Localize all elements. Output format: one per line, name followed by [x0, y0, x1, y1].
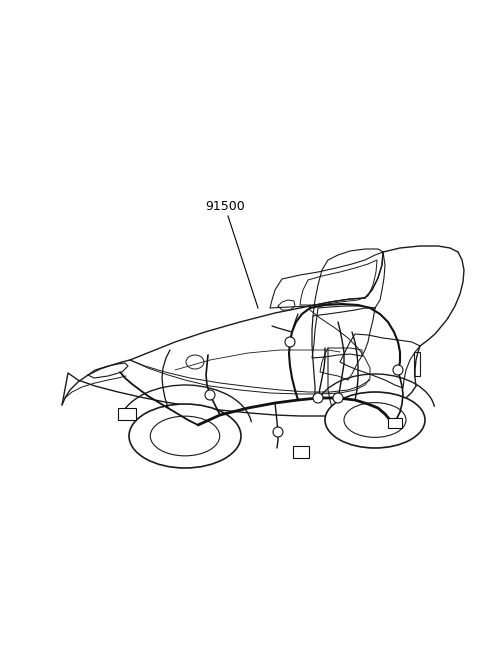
Ellipse shape: [150, 416, 220, 456]
Circle shape: [313, 393, 323, 403]
Bar: [414, 352, 420, 376]
Bar: [388, 418, 402, 428]
Ellipse shape: [325, 392, 425, 448]
Bar: [118, 408, 136, 420]
Bar: [293, 446, 309, 458]
Circle shape: [333, 393, 343, 403]
Text: 91500: 91500: [205, 200, 245, 213]
Circle shape: [393, 365, 403, 375]
Circle shape: [273, 427, 283, 437]
Ellipse shape: [129, 404, 241, 468]
Circle shape: [205, 390, 215, 400]
Circle shape: [285, 337, 295, 347]
Ellipse shape: [344, 403, 406, 438]
